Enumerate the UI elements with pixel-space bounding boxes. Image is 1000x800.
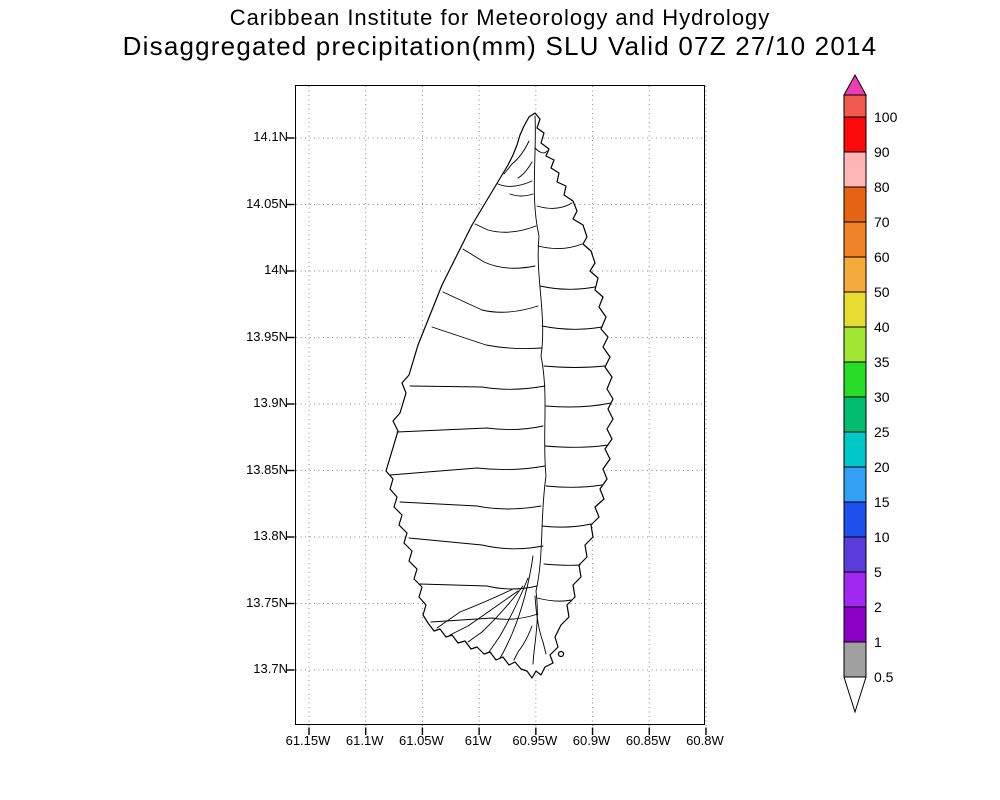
colorbar-label: 40 xyxy=(874,319,890,335)
watershed-boundary xyxy=(430,613,539,623)
colorbar-segment xyxy=(843,606,867,643)
y-axis-label: 13.9N xyxy=(253,395,288,410)
watershed-boundary xyxy=(541,325,603,330)
colorbar-label: 15 xyxy=(874,494,890,510)
x-axis-label: 61.1W xyxy=(345,733,384,748)
colorbar-label: 80 xyxy=(874,179,890,195)
watershed-boundary xyxy=(534,147,548,154)
colorbar-arrow-up xyxy=(843,73,867,96)
colorbar: 100 90 80 70 60 50 40 35 30 25 20 15 10 5 2 1 0.5 xyxy=(832,0,1000,770)
watershed-boundary xyxy=(543,365,606,368)
x-axis-label: 61.05W xyxy=(399,733,444,748)
colorbar-label: 10 xyxy=(874,529,890,545)
watershed-boundary xyxy=(497,180,533,187)
y-axis-label: 14.05N xyxy=(246,195,288,211)
x-axis-label: 60.85W xyxy=(625,733,671,748)
colorbar-label: 5 xyxy=(874,564,882,580)
watershed-boundary xyxy=(503,140,530,175)
watershed-boundary xyxy=(541,523,592,528)
colorbar-segment xyxy=(843,221,867,258)
colorbar-svg xyxy=(843,73,867,714)
y-axis-label: 13.85N xyxy=(246,461,288,477)
colorbar-arrow-down xyxy=(843,676,867,714)
colorbar-segment xyxy=(843,396,867,433)
watershed-boundary xyxy=(442,291,539,313)
watershed-boundary xyxy=(399,501,542,510)
watershed-boundary xyxy=(488,577,529,653)
watershed-boundary xyxy=(534,595,547,655)
watershed-boundary xyxy=(389,465,546,476)
watershed-boundary xyxy=(419,583,538,590)
watershed-boundary xyxy=(449,590,519,636)
colorbar-label: 0.5 xyxy=(874,669,894,685)
watershed-boundary xyxy=(517,161,533,179)
colorbar-label: 2 xyxy=(874,599,882,615)
watershed-boundary xyxy=(431,326,543,350)
colorbar-segment xyxy=(843,186,867,223)
colorbar-segment xyxy=(843,466,867,503)
watershed-boundary xyxy=(408,537,544,550)
colorbar-label: 20 xyxy=(874,459,890,475)
colorbar-label: 1 xyxy=(874,634,882,650)
colorbar-segment xyxy=(843,326,867,363)
x-axis-label: 60.9W xyxy=(572,733,611,748)
colorbar-segment xyxy=(843,361,867,398)
colorbar-label: 60 xyxy=(874,249,890,265)
y-axis-label: 14.1N xyxy=(253,129,288,144)
map-plot xyxy=(287,85,707,735)
colorbar-segment xyxy=(843,536,867,573)
watershed-boundary xyxy=(436,588,514,629)
y-axis-label: 13.95N xyxy=(246,328,288,344)
colorbar-segment xyxy=(843,94,867,118)
watershed-boundary xyxy=(474,223,537,233)
colorbar-segment xyxy=(843,291,867,328)
watershed-boundary xyxy=(509,193,534,197)
colorbar-segment xyxy=(843,431,867,468)
watershed-boundary xyxy=(539,285,596,290)
colorbar-label: 100 xyxy=(874,109,898,125)
y-axis-label: 13.7N xyxy=(253,661,288,676)
watershed-boundary xyxy=(409,385,546,390)
colorbar-label: 30 xyxy=(874,389,890,405)
colorbar-label: 90 xyxy=(874,144,890,160)
watershed-boundary xyxy=(545,402,612,408)
watershed-boundary xyxy=(537,243,583,249)
watershed-boundary xyxy=(513,625,533,661)
title-block: Caribbean Institute for Meteorology and … xyxy=(0,5,1000,61)
watershed-boundary xyxy=(536,202,573,209)
colorbar-segment xyxy=(843,641,867,678)
watershed-boundary xyxy=(499,555,534,659)
y-axis-label: 13.8N xyxy=(253,528,288,543)
title-line2: Disaggregated precipitation(mm) SLU Vali… xyxy=(122,31,878,61)
colorbar-segment xyxy=(843,571,867,608)
watershed-boundary xyxy=(536,597,572,602)
y-axis-label: 14N xyxy=(264,262,288,277)
islet xyxy=(557,650,565,658)
x-axis-label: 61W xyxy=(464,733,492,748)
watershed-boundary xyxy=(462,248,536,269)
watershed-boundary xyxy=(467,585,524,643)
watershed-boundary xyxy=(396,425,544,433)
watershed-boundary xyxy=(545,484,603,488)
colorbar-label: 35 xyxy=(874,354,890,370)
colorbar-segment xyxy=(843,116,867,153)
title-line1: Caribbean Institute for Meteorology and … xyxy=(229,5,771,30)
watershed-boundary xyxy=(543,563,581,566)
colorbar-label: 70 xyxy=(874,214,890,230)
colorbar-segment xyxy=(843,151,867,188)
colorbar-segment xyxy=(843,256,867,293)
colorbar-segment xyxy=(843,501,867,538)
colorbar-label: 25 xyxy=(874,424,890,440)
island-outline xyxy=(385,112,614,679)
x-axis-label: 61.15W xyxy=(285,733,331,748)
x-axis-label: 60.8W xyxy=(686,733,724,748)
x-axis-label: 60.95W xyxy=(512,733,558,748)
watershed-boundary xyxy=(544,444,609,448)
y-axis-label: 13.75N xyxy=(246,594,288,610)
map-svg xyxy=(287,86,707,735)
colorbar-label: 50 xyxy=(874,284,890,300)
watershed-boundary xyxy=(532,115,547,665)
